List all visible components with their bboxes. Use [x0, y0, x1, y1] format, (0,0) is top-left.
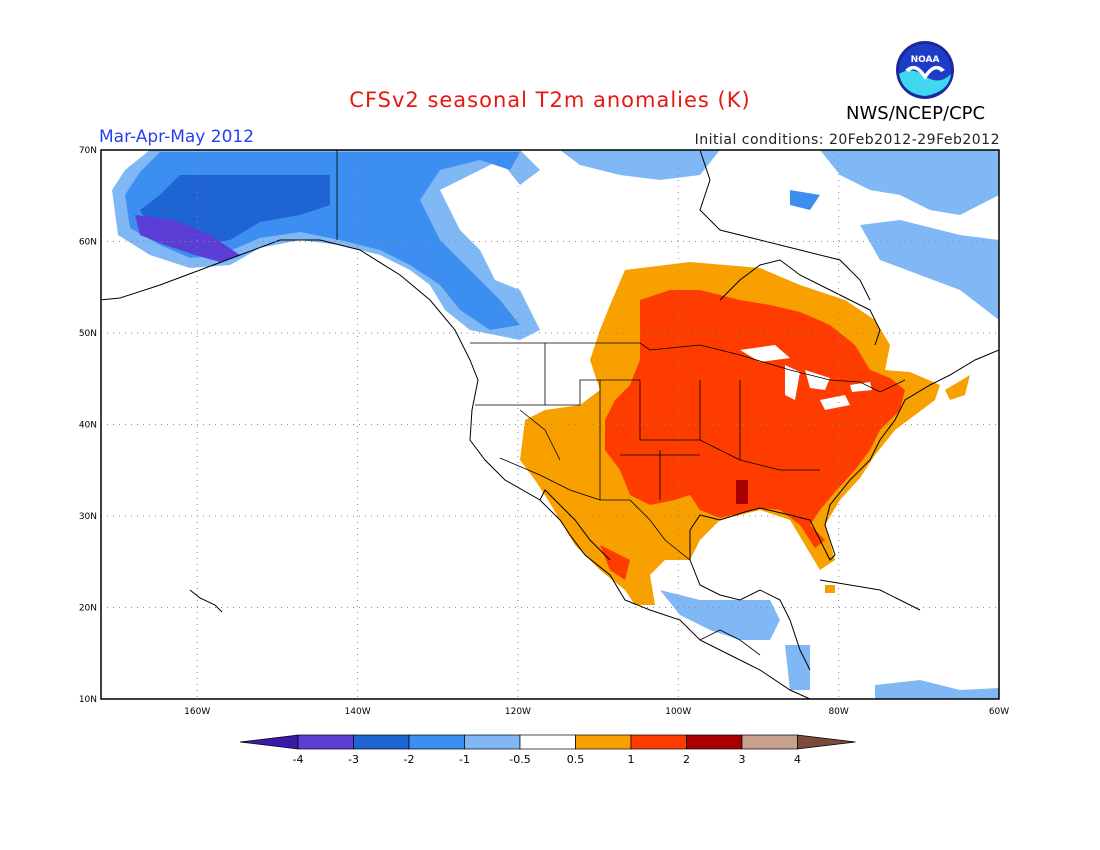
- colorbar-swatch: [686, 734, 743, 750]
- colorbar-swatch: [297, 734, 354, 750]
- colorbar-label: -3: [348, 753, 359, 766]
- lat-tick-label: 20N: [79, 604, 97, 614]
- colorbar-swatch: [408, 734, 465, 750]
- lat-tick-label: 60N: [79, 238, 97, 248]
- colorbar-label: -0.5: [509, 753, 530, 766]
- colorbar-swatch: [464, 734, 521, 750]
- lon-tick-label: 120W: [505, 707, 531, 717]
- colorbar-label: 1: [628, 753, 635, 766]
- lon-tick-label: 60W: [989, 707, 1009, 717]
- colorbar-swatch: [630, 734, 687, 750]
- lat-tick-label: 10N: [79, 695, 97, 705]
- colorbar-label: 4: [794, 753, 801, 766]
- agency-label: NWS/NCEP/CPC: [846, 103, 986, 124]
- initial-conditions: Initial conditions: 20Feb2012-29Feb2012: [694, 132, 1000, 148]
- colorbar-label: 2: [683, 753, 690, 766]
- colorbar-arrow-low: [239, 734, 299, 750]
- lat-tick-label: 70N: [79, 146, 97, 156]
- colorbar-swatch: [353, 734, 410, 750]
- colorbar-label: -1: [459, 753, 470, 766]
- axis-labels: 10N 20N 30N 40N 50N 60N 70N 160W 140W 120W 100W 80W…: [79, 146, 1009, 717]
- colorbar-label: 0.5: [567, 753, 585, 766]
- lon-tick-label: 100W: [665, 707, 691, 717]
- very-strong-warm-region: [736, 480, 748, 504]
- colorbar-label: 3: [739, 753, 746, 766]
- political-borders: [336, 150, 906, 656]
- lon-tick-label: 140W: [345, 707, 371, 717]
- strong-warm-region: [600, 290, 905, 580]
- map-frame: [100, 149, 1000, 700]
- colorbar-swatch: [519, 734, 576, 750]
- colorbar-swatch: [575, 734, 632, 750]
- coastlines: [101, 150, 999, 699]
- lat-tick-label: 50N: [79, 329, 97, 339]
- colorbar-label: -4: [293, 753, 304, 766]
- chart-title: CFSv2 seasonal T2m anomalies (K): [349, 88, 751, 112]
- logo-text: NOAA: [911, 55, 940, 65]
- lat-tick-label: 40N: [79, 421, 97, 431]
- lat-tick-label: 30N: [79, 512, 97, 522]
- very-strong-cold-region: [135, 215, 240, 262]
- noaa-logo-icon: NOAA: [896, 41, 954, 99]
- colorbar-arrow-high: [797, 734, 856, 750]
- colorbar-label: -2: [404, 753, 415, 766]
- lon-tick-label: 80W: [828, 707, 848, 717]
- colorbar-swatch: [741, 734, 798, 750]
- lon-tick-label: 160W: [184, 707, 210, 717]
- forecast-period: Mar-Apr-May 2012: [99, 127, 255, 147]
